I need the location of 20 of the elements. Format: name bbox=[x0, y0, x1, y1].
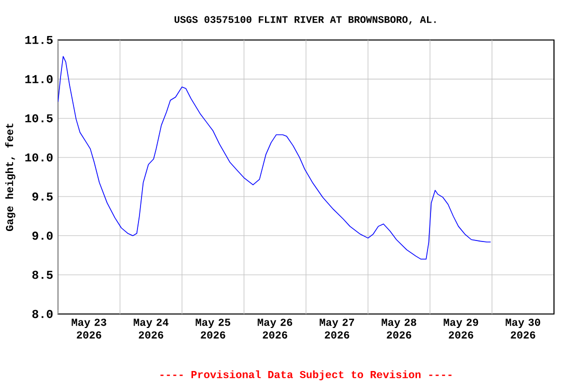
y-tick-label: 10.5 bbox=[25, 114, 53, 122]
x-tick-label: May 28 2026 bbox=[382, 318, 416, 339]
x-tick-label: May 27 2026 bbox=[320, 318, 354, 339]
y-tick-label: 9.0 bbox=[32, 232, 53, 240]
x-tick-label: May 25 2026 bbox=[196, 318, 230, 339]
y-axis-title: Gage height, feet bbox=[5, 124, 16, 231]
chart-title: USGS 03575100 FLINT RIVER AT BROWNSBORO, AL. bbox=[174, 16, 436, 25]
y-tick-label: 11.5 bbox=[25, 36, 53, 44]
x-tick-label: May 26 2026 bbox=[258, 318, 292, 339]
y-tick-label: 8.0 bbox=[32, 310, 53, 318]
y-tick-label: 8.5 bbox=[32, 270, 53, 279]
x-tick-label: May 29 2026 bbox=[444, 318, 478, 339]
line-series bbox=[58, 56, 492, 260]
text: ---- Provisional Data Subject to Revision ---- bbox=[160, 370, 452, 380]
y-tick-label: 10.0 bbox=[25, 153, 53, 162]
y-tick-label: 9.5 bbox=[32, 192, 53, 201]
x-tick-label: May 23 2026 bbox=[72, 318, 106, 339]
x-tick-label: May 24 2026 bbox=[134, 318, 168, 339]
x-tick-label: May 30 2026 bbox=[506, 318, 540, 339]
y-tick-label: 11.0 bbox=[25, 75, 53, 84]
